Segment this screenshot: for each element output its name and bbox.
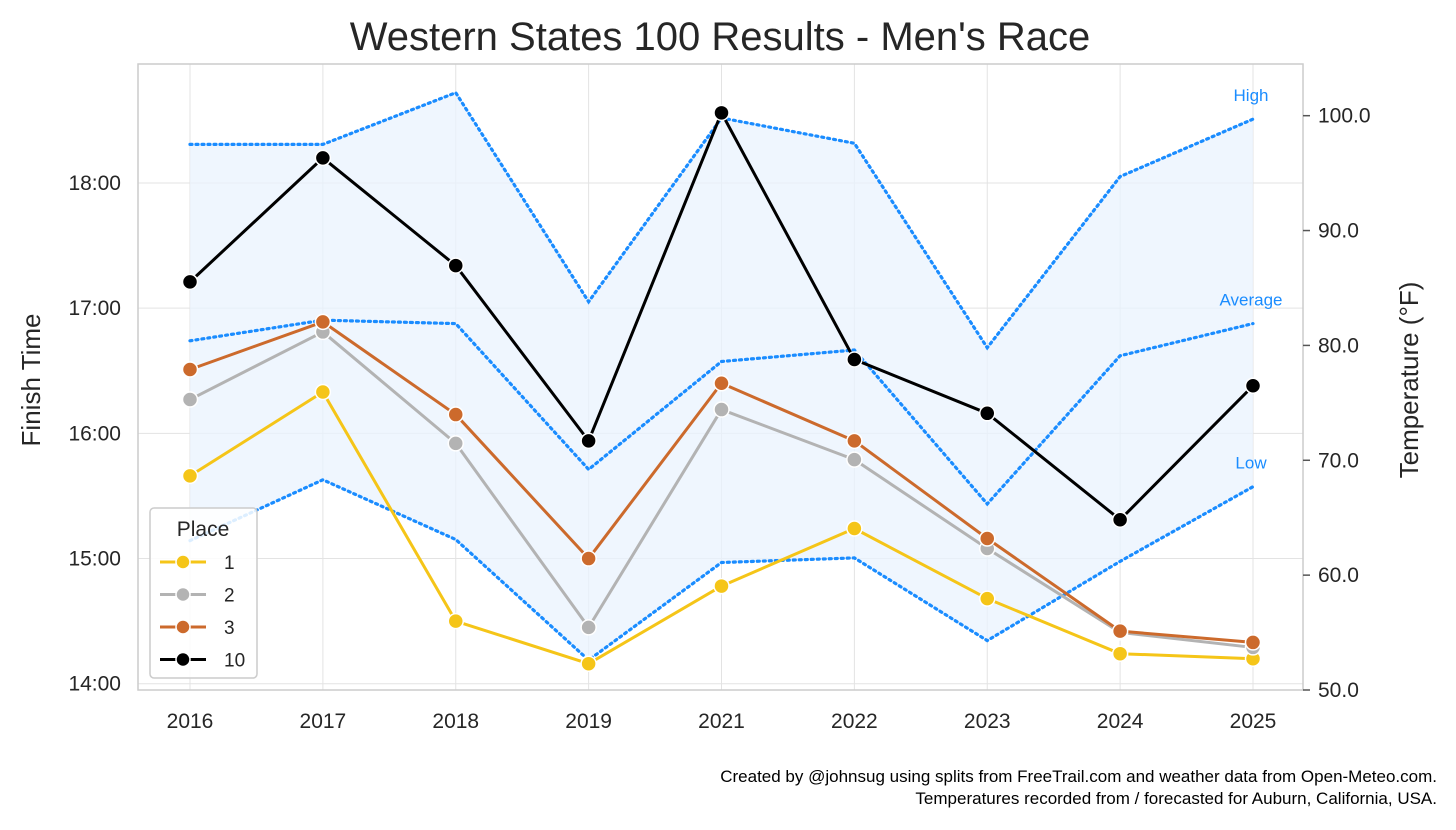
series-point-place-3	[447, 406, 464, 423]
series-point-place-10	[713, 104, 730, 122]
plot-frame	[137, 63, 1304, 691]
series-point-place-3	[1111, 622, 1129, 640]
series-point-place-1	[846, 520, 863, 537]
series-point-place-2	[447, 435, 464, 452]
series-point-place-1	[580, 655, 597, 672]
legend-label-place-10: 10	[224, 651, 245, 672]
temperature-label-low: Low	[1235, 454, 1267, 473]
legend-label-place-1: 1	[224, 553, 235, 574]
series-point-place-1	[1111, 645, 1129, 662]
series-point-place-10	[580, 432, 597, 450]
legend-label-place-2: 2	[224, 586, 235, 607]
temperature-label-high: High	[1234, 86, 1269, 105]
right-tick-label: 50.0	[1318, 679, 1359, 702]
series-point-place-3	[846, 432, 863, 450]
finish-time-lines	[181, 104, 1262, 672]
series-point-place-10	[181, 273, 199, 291]
right-tick-label: 60.0	[1318, 564, 1359, 587]
left-axis-label: Finish Time	[16, 314, 46, 447]
x-tick-label: 2022	[831, 710, 878, 733]
series-point-place-3	[1244, 634, 1262, 651]
right-tick-label: 80.0	[1318, 334, 1359, 357]
legend-marker-place-2	[175, 586, 191, 603]
x-tick-label: 2023	[964, 710, 1011, 733]
series-point-place-10	[1244, 377, 1262, 395]
series-point-place-3	[713, 375, 730, 392]
footer-line-2: Temperatures recorded from / forecasted …	[915, 789, 1437, 808]
axes: 2016 2017 2018 2019 2021 2022 2023 2024 2025 14:0…	[68, 63, 1371, 733]
series-point-place-1	[713, 577, 730, 595]
x-tick-label: 2016	[167, 710, 214, 733]
series-point-place-1	[181, 467, 199, 485]
temperature-line-average	[188, 318, 1255, 507]
left-tick-label: 17:00	[68, 297, 121, 320]
temperature-label-average: Average	[1219, 291, 1282, 310]
series-point-place-1	[314, 383, 332, 401]
right-tick-label: 90.0	[1318, 220, 1359, 243]
chart-title: Western States 100 Results - Men's Race	[350, 15, 1091, 59]
left-tick-label: 18:00	[68, 172, 121, 195]
series-point-place-2	[713, 401, 730, 418]
legend-label-place-3: 3	[224, 618, 235, 639]
series-point-place-3	[181, 361, 199, 378]
left-tick-label: 14:00	[68, 673, 121, 696]
x-tick-label: 2021	[698, 710, 745, 733]
series-point-place-3	[580, 550, 597, 567]
series-point-place-2	[181, 391, 199, 408]
x-tick-label: 2024	[1097, 710, 1144, 733]
legend-marker-place-1	[175, 554, 191, 570]
series-point-place-3	[314, 313, 332, 331]
x-tick-label: 2019	[565, 710, 612, 733]
series-point-place-1	[979, 590, 996, 607]
left-tick-label: 15:00	[68, 548, 121, 571]
x-tick-label: 2018	[432, 710, 479, 733]
series-point-place-10	[1111, 511, 1129, 528]
right-tick-label: 100.0	[1318, 105, 1371, 128]
series-point-place-2	[580, 619, 597, 636]
legend: Place 1 2 3 10	[149, 507, 258, 679]
x-tick-label: 2025	[1230, 710, 1277, 733]
left-tick-label: 16:00	[68, 422, 121, 445]
footer-line-1: Created by @johnsug using splits from Fr…	[720, 767, 1437, 786]
legend-title: Place	[177, 518, 230, 541]
temperature-lines: High Average Low	[188, 86, 1283, 663]
series-point-place-10	[979, 405, 996, 422]
legend-marker-place-3	[175, 619, 191, 635]
series-point-place-10	[846, 351, 863, 368]
series-point-place-10	[314, 149, 332, 167]
temperature-line-low	[188, 478, 1255, 663]
legend-entries: 1 2 3 10	[160, 553, 245, 672]
series-point-place-2	[846, 451, 863, 468]
series-point-place-3	[979, 530, 996, 547]
x-tick-label: 2017	[300, 710, 347, 733]
legend-marker-place-10	[175, 651, 191, 668]
series-point-place-1	[447, 612, 464, 630]
right-axis-label: Temperature (°F)	[1394, 282, 1424, 479]
series-point-place-10	[447, 257, 464, 274]
right-tick-label: 70.0	[1318, 449, 1359, 472]
